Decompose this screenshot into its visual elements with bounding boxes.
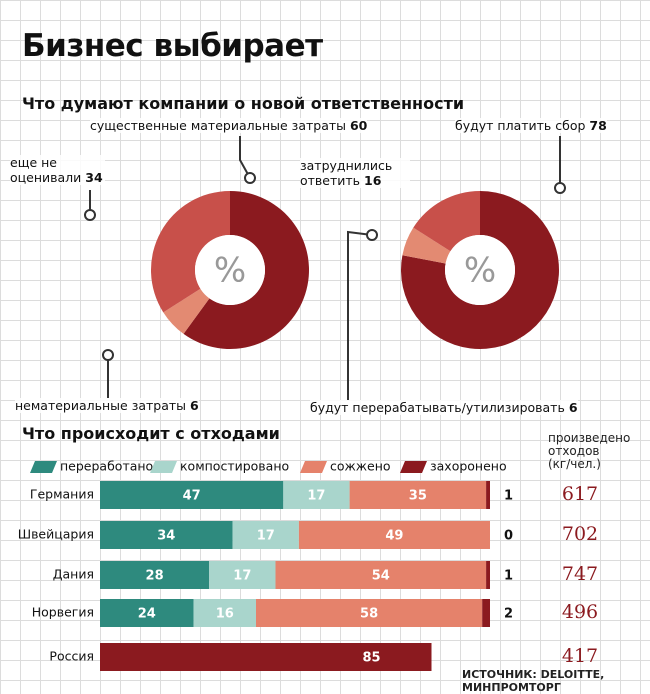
bar-value-label: 58 xyxy=(360,607,378,622)
legend-label: сожжено xyxy=(330,459,391,474)
y-tick-label: Россия xyxy=(49,649,94,664)
bar-segment xyxy=(275,561,487,589)
bar-segment xyxy=(100,521,233,549)
legend-label: переработано xyxy=(60,459,153,474)
leader-dot xyxy=(244,172,256,184)
donut-label-text: затруднились ответить xyxy=(300,158,393,188)
bar-value-label: 1 xyxy=(504,489,513,504)
side-title-line: отходов xyxy=(548,444,600,458)
donut-label: будут платить сбор 78 xyxy=(455,118,607,133)
donut-label-text: будут перерабатывать/утилизировать xyxy=(310,400,565,415)
bar-segment xyxy=(193,599,256,627)
leader-dot xyxy=(554,182,566,194)
y-tick-label: Германия xyxy=(30,487,94,502)
leader-dots xyxy=(84,172,566,361)
donut-hole xyxy=(195,235,265,305)
bar-segment xyxy=(298,521,490,549)
donut-segment xyxy=(183,191,309,349)
donut-label: еще не оценивали 34 xyxy=(10,155,105,185)
donut-center-label: % xyxy=(214,251,246,291)
bar-value-label: 1 xyxy=(504,569,513,584)
side-title-line: (кг/чел.) xyxy=(548,457,601,471)
bar-value-label: 2 xyxy=(504,607,513,622)
donut-label-value: 16 xyxy=(364,173,382,188)
donut-label: нематериальные затраты 6 xyxy=(15,398,199,413)
side-value: 747 xyxy=(562,563,598,585)
bar-value-label: 54 xyxy=(372,569,390,584)
bar-segment xyxy=(486,481,490,509)
legend-swatch xyxy=(150,461,177,473)
y-tick-label: Норвегия xyxy=(32,605,94,620)
donut-segment xyxy=(400,191,559,350)
bar-segment xyxy=(100,481,284,509)
bar-value-label: 35 xyxy=(409,489,427,504)
leader-line xyxy=(239,136,251,179)
y-tick-label: Дания xyxy=(53,567,94,582)
bar-segment xyxy=(283,481,350,509)
bar-value-label: 17 xyxy=(233,569,251,584)
donut-label-value: 78 xyxy=(589,118,607,133)
bar-segment xyxy=(486,561,490,589)
donut-label-value: 6 xyxy=(190,398,199,413)
bar-value-label: 34 xyxy=(157,529,175,544)
bar-segment xyxy=(482,599,490,627)
donut-segment xyxy=(413,191,480,252)
bar-segment xyxy=(349,481,487,509)
bar-chart-title: Что происходит с отходами xyxy=(22,424,280,443)
donut-label-value: 60 xyxy=(349,118,368,133)
bar-value-label: 16 xyxy=(216,607,234,622)
bar-value-label: 17 xyxy=(257,529,275,544)
bar-value-label: 0 xyxy=(504,529,513,544)
donut-segment xyxy=(151,191,230,313)
side-value: 417 xyxy=(562,645,598,667)
side-value: 496 xyxy=(562,601,598,623)
bar-segment xyxy=(100,599,194,627)
leader-lines xyxy=(89,136,561,400)
legend-label: захоронено xyxy=(430,459,507,474)
donut-label: затруднились ответить 16 xyxy=(300,158,410,188)
bar-value-label: 24 xyxy=(138,607,156,622)
bar-value-label: 17 xyxy=(307,489,325,504)
y-tick-label: Швейцария xyxy=(18,527,94,542)
donut-center-label: % xyxy=(464,251,496,291)
donut-label-text: еще не оценивали xyxy=(10,155,82,185)
donut-hole xyxy=(445,235,515,305)
donut-label-value: 6 xyxy=(568,400,578,415)
donut-label-text: будут платить сбор xyxy=(455,118,586,133)
legend-label: компостировано xyxy=(180,459,289,474)
donut-label-value: 34 xyxy=(85,170,103,185)
side-column-title: произведено отходов (кг/чел.) xyxy=(548,432,643,471)
source: ИСТОЧНИК: DELOITTE, МИНПРОМТОРГ xyxy=(462,668,605,694)
bar-value-label: 85 xyxy=(362,651,380,666)
legend-swatch xyxy=(300,461,327,473)
page-title: Бизнес выбирает xyxy=(22,28,323,64)
donut-label: будут перерабатывать/утилизировать 6 xyxy=(310,400,578,415)
leader-dot xyxy=(102,349,114,361)
donut-segment xyxy=(402,227,451,264)
bar-segment xyxy=(256,599,483,627)
bar-value-label: 49 xyxy=(385,529,403,544)
leader-dot xyxy=(84,209,96,221)
side-title-line: произведено xyxy=(548,431,631,445)
leader-dot xyxy=(366,229,378,241)
donut-label: существенные материальные затраты 60 xyxy=(90,118,368,133)
legend-swatch xyxy=(400,461,427,473)
donut-section-title: Что думают компании о новой ответственно… xyxy=(22,94,465,113)
bar-segment xyxy=(232,521,299,549)
bar-segment xyxy=(209,561,276,589)
donut-label-text: нематериальные затраты xyxy=(15,398,187,413)
bar-segment xyxy=(100,643,432,671)
side-value: 702 xyxy=(562,523,598,545)
bar-segment xyxy=(100,561,210,589)
donut-label-text: существенные материальные затраты xyxy=(90,118,346,133)
legend-swatch xyxy=(30,461,57,473)
leader-line xyxy=(347,230,373,400)
bar-value-label: 28 xyxy=(146,569,164,584)
donut-segment xyxy=(163,288,210,334)
side-value: 617 xyxy=(562,483,598,505)
bar-value-label: 47 xyxy=(183,489,201,504)
